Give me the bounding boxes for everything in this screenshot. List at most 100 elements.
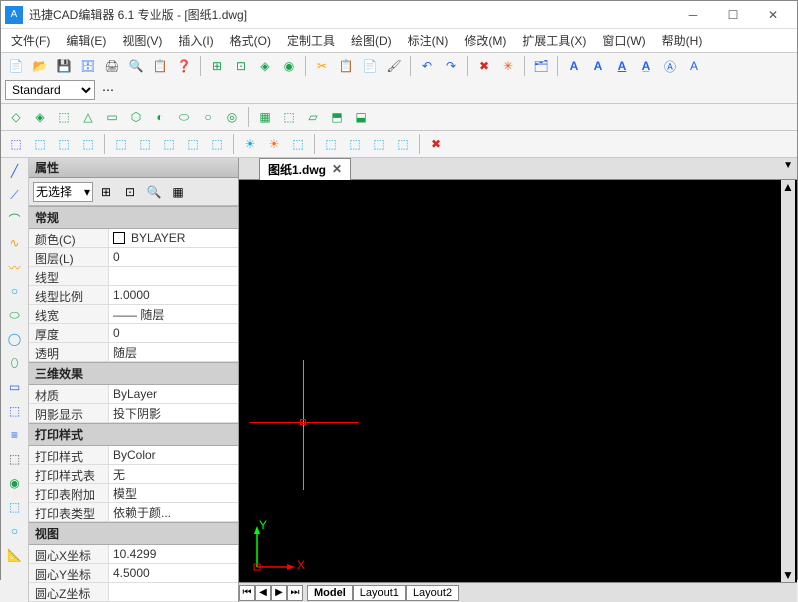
redo-icon[interactable]: ↷ (440, 55, 462, 77)
wedge-icon[interactable]: ▭ (101, 106, 123, 128)
menu-extend[interactable]: 扩展工具(X) (516, 30, 592, 51)
selection-dropdown[interactable]: 无选择▾ (33, 182, 93, 202)
group-3d[interactable]: 三维效果 (29, 362, 238, 385)
rect-icon[interactable]: ▭ (4, 376, 26, 398)
prop-tool4-icon[interactable]: ▦ (167, 181, 189, 203)
prop-lweight-val[interactable]: —— 随层 (109, 305, 238, 323)
undo-icon[interactable]: ↶ (416, 55, 438, 77)
explode-icon[interactable]: ✳ (497, 55, 519, 77)
match-icon[interactable]: 🖌 (383, 55, 405, 77)
menu-tools[interactable]: 定制工具 (281, 30, 341, 51)
prop-pattach-val[interactable]: 模型 (109, 484, 238, 502)
menu-dimension[interactable]: 标注(N) (402, 30, 455, 51)
prop-ltscale-val[interactable]: 1.0000 (109, 286, 238, 304)
copy-icon[interactable]: 📋 (335, 55, 357, 77)
text-a2-icon[interactable]: A (587, 55, 609, 77)
prop-cz-val[interactable] (109, 583, 238, 601)
prop-cy-val[interactable]: 4.5000 (109, 564, 238, 582)
tab-overflow-icon[interactable]: ▼ (783, 160, 793, 171)
box-icon[interactable]: ◇ (5, 106, 27, 128)
m16-icon[interactable]: ⬚ (392, 133, 414, 155)
polyline-icon[interactable]: ⟋ (4, 184, 26, 206)
prop-shadow-val[interactable]: 投下阴影 (109, 404, 238, 422)
properties-icon[interactable]: 🗂 (530, 55, 552, 77)
group-general[interactable]: 常规 (29, 206, 238, 229)
document-tab[interactable]: 图纸1.dwg ✕ (259, 158, 351, 180)
spline-icon[interactable]: ∿ (4, 232, 26, 254)
minimize-button[interactable]: ─ (673, 3, 713, 27)
menu-window[interactable]: 窗口(W) (596, 30, 651, 51)
m14-icon[interactable]: ⬚ (344, 133, 366, 155)
menu-draw[interactable]: 绘图(D) (345, 30, 398, 51)
prop-ptable-val[interactable]: 无 (109, 465, 238, 483)
style-selector[interactable]: Standard (5, 80, 95, 100)
m4-icon[interactable]: ⬚ (77, 133, 99, 155)
tab-layout2[interactable]: Layout2 (406, 585, 459, 601)
m9-icon[interactable]: ⬚ (206, 133, 228, 155)
prop-trans-val[interactable]: 随层 (109, 343, 238, 361)
help-icon[interactable]: ❓ (173, 55, 195, 77)
scroll-up-icon[interactable]: ▲ (781, 180, 795, 194)
torus-icon[interactable]: ⬡ (125, 106, 147, 128)
mline-icon[interactable]: ≡ (4, 424, 26, 446)
menu-view[interactable]: 视图(V) (116, 30, 168, 51)
curve-icon[interactable]: 〰 (4, 256, 26, 278)
ellipse2-icon[interactable]: ⬯ (4, 352, 26, 374)
m-delete-icon[interactable]: ✖ (425, 133, 447, 155)
surf2-icon[interactable]: ▱ (302, 106, 324, 128)
m3-icon[interactable]: ⬚ (53, 133, 75, 155)
group-view[interactable]: 视图 (29, 522, 238, 545)
menu-format[interactable]: 格式(O) (224, 30, 277, 51)
polygon-icon[interactable]: ⬚ (4, 400, 26, 422)
prop-color-val[interactable]: BYLAYER (109, 229, 238, 247)
save-icon[interactable]: 💾 (53, 55, 75, 77)
prop-layer-val[interactable]: 0 (109, 248, 238, 266)
tab-layout1[interactable]: Layout1 (353, 585, 406, 601)
vertical-scrollbar[interactable]: ▲ ▼ (781, 180, 795, 582)
dish-icon[interactable]: ⬭ (173, 106, 195, 128)
menu-file[interactable]: 文件(F) (5, 30, 56, 51)
maximize-button[interactable]: ☐ (713, 3, 753, 27)
prop-cx-val[interactable]: 10.4299 (109, 545, 238, 563)
prop-ltype-val[interactable] (109, 267, 238, 285)
text-a5-icon[interactable]: Ⓐ (659, 55, 681, 77)
surf1-icon[interactable]: ⬚ (278, 106, 300, 128)
group-plot[interactable]: 打印样式 (29, 423, 238, 446)
surf4-icon[interactable]: ⬓ (350, 106, 372, 128)
cylinder-icon[interactable]: ⬚ (53, 106, 75, 128)
m10-icon[interactable]: ☀ (239, 133, 261, 155)
donut-icon[interactable]: ◯ (4, 328, 26, 350)
m11-icon[interactable]: ☀ (263, 133, 285, 155)
line-icon[interactable]: ╱ (4, 160, 26, 182)
m6-icon[interactable]: ⬚ (134, 133, 156, 155)
text-a6-icon[interactable]: A (683, 55, 705, 77)
new-icon[interactable]: 📄 (5, 55, 27, 77)
layer3-icon[interactable]: ◈ (254, 55, 276, 77)
nav-last-icon[interactable]: ⏭ (287, 585, 303, 601)
prop-pttype-val[interactable]: 依赖于颜... (109, 503, 238, 521)
m15-icon[interactable]: ⬚ (368, 133, 390, 155)
ellipse-icon[interactable]: ⬭ (4, 304, 26, 326)
region-icon[interactable]: ⬚ (4, 496, 26, 518)
m2-icon[interactable]: ⬚ (29, 133, 51, 155)
boundary-icon[interactable]: ○ (4, 520, 26, 542)
prop-tool2-icon[interactable]: ⊡ (119, 181, 141, 203)
circle-icon[interactable]: ○ (4, 280, 26, 302)
dim-icon[interactable]: 📐 (4, 544, 26, 566)
text-a1-icon[interactable]: A (563, 55, 585, 77)
clipboard-icon[interactable]: 📋 (149, 55, 171, 77)
prop-pstyle-val[interactable]: ByColor (109, 446, 238, 464)
prop-thick-val[interactable]: 0 (109, 324, 238, 342)
tab-model[interactable]: Model (307, 585, 353, 601)
drawing-canvas[interactable]: Y X ▲ ▼ ⏮ ◀ (239, 180, 797, 602)
m5-icon[interactable]: ⬚ (110, 133, 132, 155)
m1-icon[interactable]: ⬚ (5, 133, 27, 155)
prop-tool3-icon[interactable]: 🔍 (143, 181, 165, 203)
layer2-icon[interactable]: ⊡ (230, 55, 252, 77)
m7-icon[interactable]: ⬚ (158, 133, 180, 155)
close-button[interactable]: ✕ (753, 3, 793, 27)
preview-icon[interactable]: 🔍 (125, 55, 147, 77)
layer1-icon[interactable]: ⊞ (206, 55, 228, 77)
text-a3-icon[interactable]: A (611, 55, 633, 77)
nav-prev-icon[interactable]: ◀ (255, 585, 271, 601)
